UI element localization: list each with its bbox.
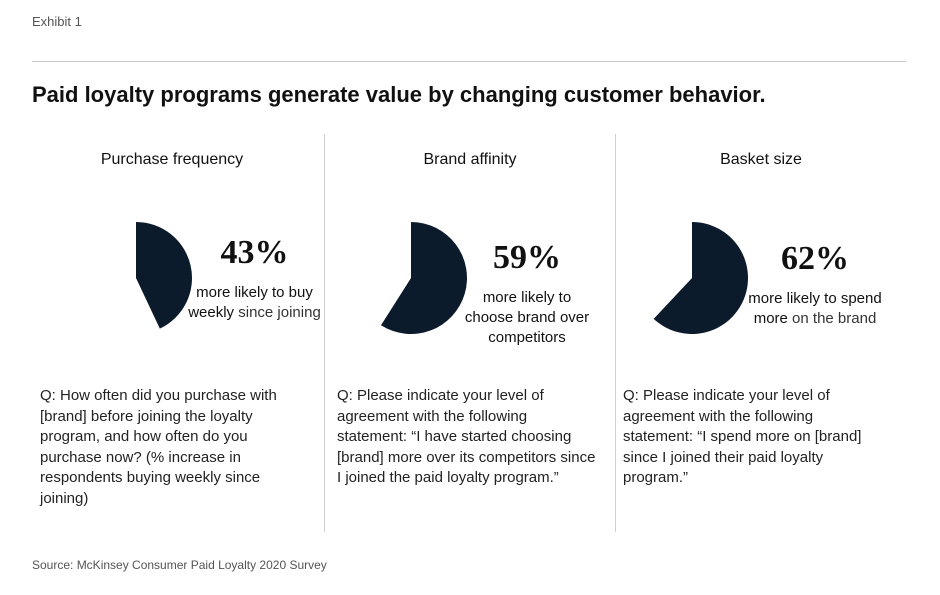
panel-heading: Brand affinity bbox=[423, 151, 517, 168]
panel-divider-1 bbox=[324, 134, 325, 532]
pie-slice bbox=[380, 222, 468, 334]
stat-description-segment: weekly bbox=[188, 304, 235, 321]
panel-divider-2 bbox=[615, 134, 616, 532]
exhibit-label: Exhibit 1 bbox=[32, 14, 82, 29]
survey-question: Q: Please indicate your level of agreeme… bbox=[337, 387, 596, 486]
pie-slice bbox=[136, 222, 192, 329]
stat-description-segment: since joining bbox=[234, 304, 321, 321]
stat-value: 62% bbox=[781, 240, 849, 277]
stat-description-line: weekly since joining bbox=[172, 303, 337, 323]
panel-3: Basket size 62% more likely to spend more o… bbox=[616, 134, 906, 532]
stat-description-segment: on the brand bbox=[787, 310, 877, 327]
pie-chart bbox=[380, 222, 468, 334]
stat-description-line: more likely to spend bbox=[724, 289, 906, 309]
stat-description: more likely to buy weekly since joining bbox=[172, 283, 337, 323]
pie-chart bbox=[653, 222, 749, 334]
stat-description-line: more on the brand bbox=[724, 309, 906, 329]
stat-description-segment: more bbox=[753, 310, 788, 327]
stat-description-line: choose brand over bbox=[437, 308, 617, 328]
pie-slice bbox=[653, 222, 749, 334]
panel-2: Brand affinity 59% more likely to choose br… bbox=[325, 134, 615, 532]
stat-description: more likely to spend more on the brand bbox=[724, 289, 906, 329]
stat-value: 59% bbox=[493, 239, 561, 276]
stat-description-segment: competitors bbox=[488, 329, 566, 346]
stat-description-segment: choose brand over bbox=[464, 309, 590, 326]
chart-title: Paid loyalty programs generate value by … bbox=[32, 82, 766, 107]
survey-question: Q: How often did you purchase with [bran… bbox=[40, 387, 277, 507]
stat-description-line: competitors bbox=[437, 328, 617, 348]
stat-description: more likely to choose brand over competito… bbox=[437, 288, 617, 348]
source-note: Source: McKinsey Consumer Paid Loyalty 2… bbox=[32, 558, 327, 572]
stat-description-segment: more likely to bbox=[482, 289, 572, 306]
stat-description-segment: more likely to spend bbox=[748, 290, 882, 307]
survey-question: Q: Please indicate your level of agreeme… bbox=[623, 387, 862, 486]
stat-description-line: more likely to bbox=[437, 288, 617, 308]
stat-value: 43% bbox=[220, 234, 289, 271]
header-rule bbox=[32, 61, 906, 62]
panel-heading: Purchase frequency bbox=[100, 151, 244, 168]
stat-description-segment: more likely to buy bbox=[196, 284, 313, 301]
pie-chart bbox=[136, 222, 192, 329]
panel-heading: Basket size bbox=[720, 151, 802, 168]
panel-1: Purchase frequency 43% more likely to buy w… bbox=[40, 134, 324, 532]
stat-description-line: more likely to buy bbox=[172, 283, 337, 303]
